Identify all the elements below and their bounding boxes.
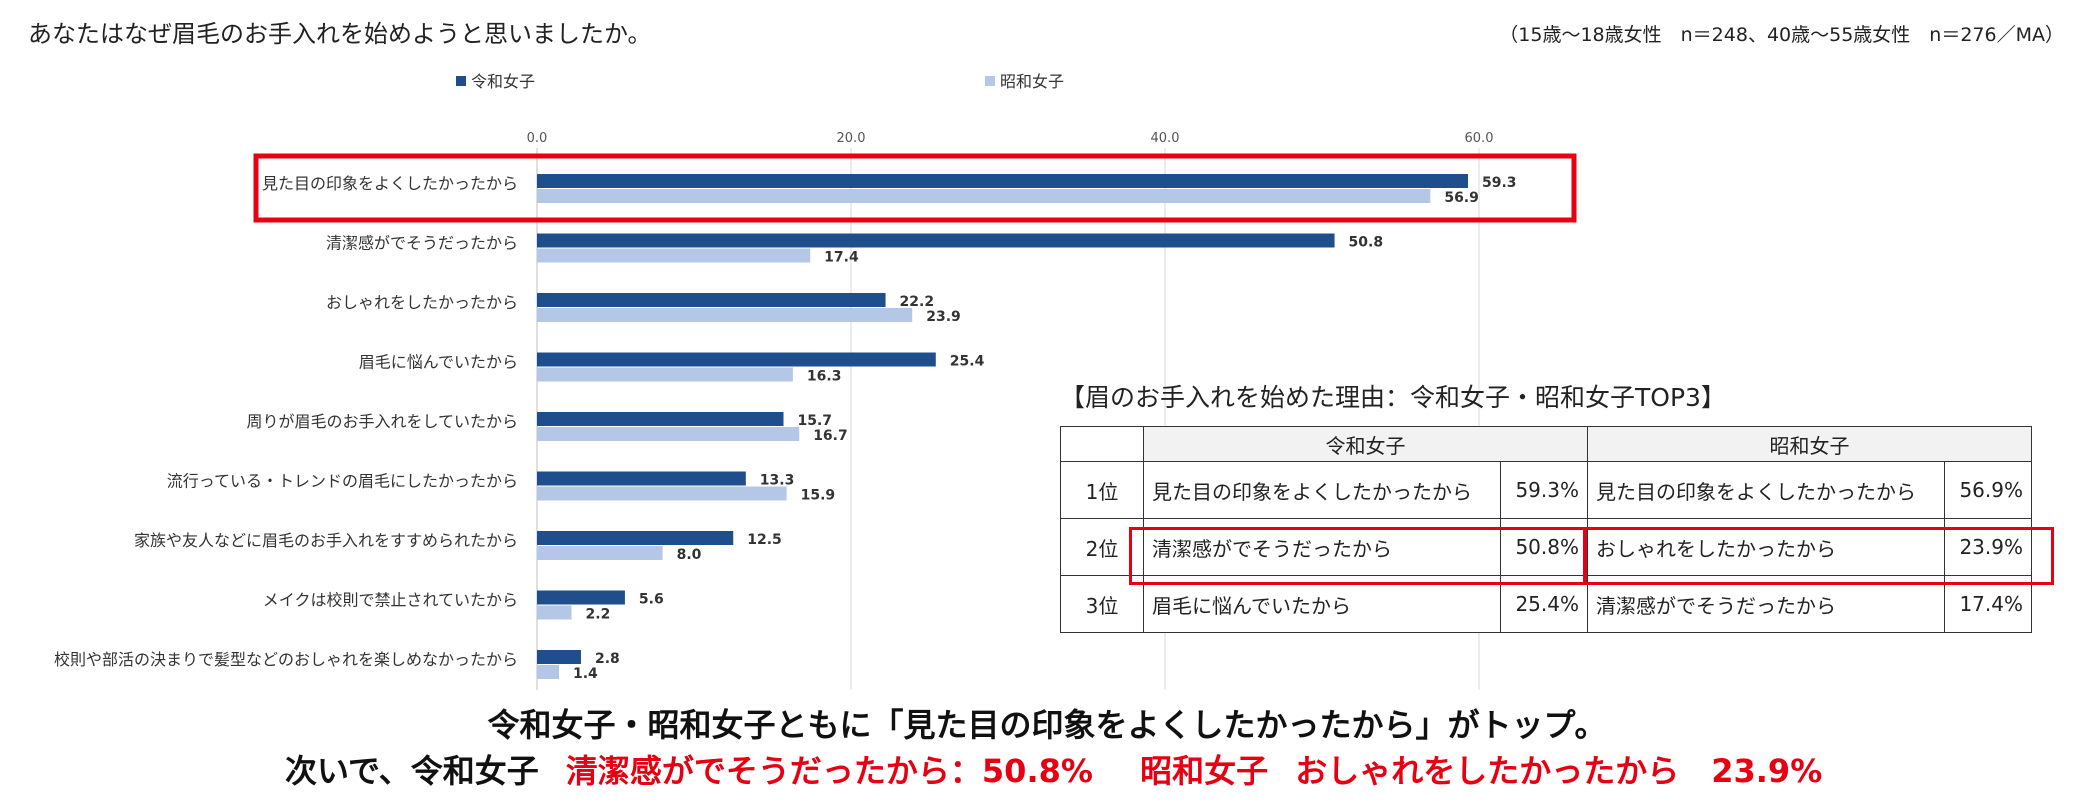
top3-showa-pct: 17.4% — [1944, 575, 2032, 633]
bar-reiwa — [537, 293, 886, 307]
bar-showa — [537, 546, 663, 560]
top3-reiwa-pct: 50.8% — [1500, 518, 1588, 576]
top3-header-reiwa: 令和女子 — [1143, 426, 1588, 462]
legend-swatch-reiwa — [456, 76, 466, 86]
top3-rank: 2位 — [1060, 518, 1144, 576]
category-label: 清潔感がでそうだったから — [326, 234, 518, 253]
data-label-showa: 16.3 — [807, 369, 842, 385]
top3-reiwa-pct: 59.3% — [1500, 461, 1588, 519]
data-label-reiwa: 12.5 — [747, 532, 782, 548]
data-label-reiwa: 22.2 — [900, 294, 935, 310]
summary-line-1: 令和女子・昭和女子ともに「見た目の印象をよくしたかったから」がトップ。 — [487, 706, 1607, 744]
top3-header-row: 令和女子 昭和女子 — [1060, 426, 2032, 462]
data-label-reiwa: 13.3 — [760, 473, 795, 489]
legend-swatch-showa — [985, 76, 995, 86]
bar-showa — [537, 605, 572, 620]
summary-line-2: 次いで、令和女子 清潔感がでそうだったから：50.8% 昭和女子 おしゃれをした… — [285, 746, 1822, 792]
top3-header-showa: 昭和女子 — [1587, 426, 2032, 462]
bar-reiwa — [537, 233, 1335, 248]
data-label-showa: 16.7 — [813, 428, 848, 444]
data-label-reiwa: 5.6 — [639, 592, 664, 608]
top3-showa-reason: おしゃれをしたかったから — [1587, 518, 1945, 576]
category-label: 校則や部活の決まりで髪型などのおしゃれを楽しめなかったから — [54, 650, 518, 669]
data-label-showa: 17.4 — [824, 250, 859, 266]
top3-rank: 1位 — [1060, 461, 1144, 519]
data-label-showa: 2.2 — [586, 607, 611, 623]
data-label-showa: 1.4 — [573, 666, 598, 682]
summary-lead: 次いで、令和女子 — [285, 752, 539, 790]
category-label: 家族や友人などに眉毛のお手入れをすすめられたから — [134, 531, 518, 550]
category-label: 見た目の印象をよくしたかったから — [262, 174, 518, 193]
data-label-reiwa: 15.7 — [797, 413, 832, 429]
data-label-showa: 56.9 — [1444, 190, 1479, 206]
top3-showa-reason: 清潔感がでそうだったから — [1587, 575, 1945, 633]
top3-table: 令和女子 昭和女子 1位 見た目の印象をよくしたかったから 59.3% 見た目の… — [1060, 426, 2032, 633]
summary-showa-second: おしゃれをしたかったから 23.9% — [1295, 752, 1823, 790]
bar-showa — [537, 308, 913, 322]
category-label: 周りが眉毛のお手入れをしていたから — [246, 412, 518, 431]
top3-rank: 3位 — [1060, 575, 1144, 633]
top3-title: 【眉のお手入れを始めた理由：令和女子・昭和女子TOP3】 — [1060, 383, 1726, 412]
top3-showa-reason: 見た目の印象をよくしたかったから — [1587, 461, 1945, 519]
top3-row: 2位 清潔感がでそうだったから 50.8% おしゃれをしたかったから 23.9% — [1060, 518, 2032, 576]
sample-note: （15歳～18歳女性 n＝248、40歳～55歳女性 n＝276／MA） — [1499, 24, 2064, 46]
top3-row: 1位 見た目の印象をよくしたかったから 59.3% 見た目の印象をよくしたかった… — [1060, 461, 2032, 519]
bar-chart: 令和女子 昭和女子 0.0 20.0 40.0 60.0 見た目の印象をよくしたかったから 5… — [54, 72, 1577, 690]
data-label-reiwa: 2.8 — [595, 651, 620, 667]
category-label: メイクは校則で禁止されていたから — [263, 591, 518, 610]
bar-reiwa — [537, 412, 784, 426]
bar-reiwa — [537, 471, 746, 486]
top3-row: 3位 眉毛に悩んでいたから 25.4% 清潔感がでそうだったから 17.4% — [1060, 575, 2032, 633]
data-label-reiwa: 25.4 — [950, 354, 985, 370]
bar-reiwa — [537, 352, 936, 367]
legend-label-showa: 昭和女子 — [1000, 72, 1064, 91]
bar-reiwa — [537, 650, 581, 664]
top3-reiwa-reason: 清潔感がでそうだったから — [1143, 518, 1501, 576]
summary-reiwa-second: 清潔感がでそうだったから：50.8% — [565, 752, 1093, 790]
data-label-reiwa: 50.8 — [1349, 235, 1384, 251]
highlight-box-top-category — [253, 153, 1577, 223]
x-tick-label: 0.0 — [527, 131, 548, 146]
x-tick-label: 40.0 — [1151, 131, 1180, 146]
legend-label-reiwa: 令和女子 — [471, 72, 535, 91]
data-label-showa: 15.9 — [801, 488, 836, 504]
category-label: 眉毛に悩んでいたから — [359, 353, 518, 372]
top3-reiwa-pct: 25.4% — [1500, 575, 1588, 633]
top3-corner-cell — [1060, 426, 1144, 462]
bar-reiwa — [537, 590, 625, 605]
bar-showa — [537, 189, 1431, 203]
top3-reiwa-reason: 見た目の印象をよくしたかったから — [1143, 461, 1501, 519]
bar-showa — [537, 367, 793, 382]
bar-reiwa — [537, 531, 734, 545]
bar-showa — [537, 427, 800, 441]
question-title: あなたはなぜ眉毛のお手入れを始めようと思いましたか。 — [28, 20, 652, 48]
data-label-showa: 8.0 — [677, 547, 702, 563]
top3-panel: 【眉のお手入れを始めた理由：令和女子・昭和女子TOP3】 令和女子 昭和女子 1… — [1060, 378, 2032, 633]
summary-showa-label: 昭和女子 — [1140, 752, 1269, 790]
data-label-reiwa: 59.3 — [1482, 175, 1517, 191]
top3-reiwa-reason: 眉毛に悩んでいたから — [1143, 575, 1501, 633]
top3-showa-pct: 23.9% — [1944, 518, 2032, 576]
bar-showa — [537, 486, 787, 501]
x-tick-label: 60.0 — [1465, 131, 1494, 146]
x-tick-label: 20.0 — [837, 131, 866, 146]
category-label: 流行っている・トレンドの眉毛にしたかったから — [167, 472, 518, 491]
bar-showa — [537, 248, 811, 263]
top3-showa-pct: 56.9% — [1944, 461, 2032, 519]
bar-showa — [537, 665, 559, 679]
data-label-showa: 23.9 — [926, 309, 961, 325]
bar-reiwa — [537, 174, 1469, 188]
category-label: おしゃれをしたかったから — [326, 293, 518, 312]
